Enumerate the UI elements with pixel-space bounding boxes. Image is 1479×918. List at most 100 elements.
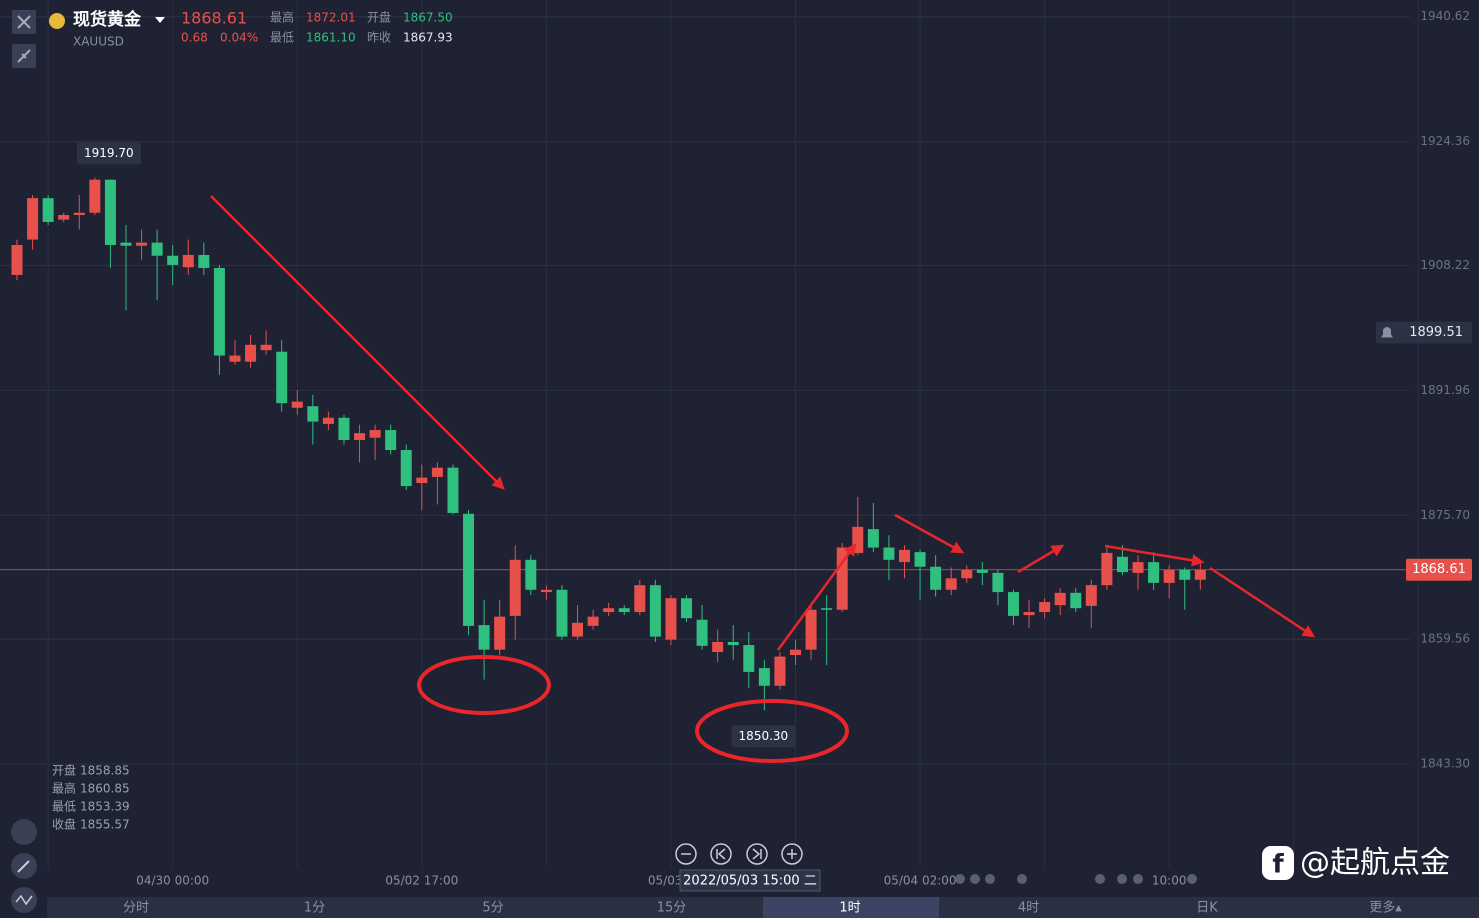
candle-body [1194, 569, 1206, 580]
zoom-in[interactable] [781, 843, 803, 865]
tool-button[interactable] [11, 819, 37, 845]
x-tick-label: 05/04 02:00 [884, 874, 957, 888]
scroll-start[interactable] [710, 843, 732, 865]
candle-body [494, 616, 506, 650]
arrow [1017, 544, 1065, 574]
zoom-out[interactable] [675, 843, 697, 865]
candle-body [198, 254, 210, 269]
candle-body [276, 351, 288, 404]
candle-body [1039, 602, 1051, 613]
stat-label: 最高 [270, 10, 294, 25]
candle-body [120, 242, 132, 246]
tab[interactable]: 1时 [839, 901, 860, 916]
stat-value: 1867.93 [403, 31, 453, 45]
candle-body [774, 656, 786, 686]
active-tab [763, 897, 939, 918]
tab[interactable]: 15分 [657, 901, 687, 916]
candle-body [665, 598, 677, 640]
tab[interactable]: 分时 [123, 901, 149, 916]
change: 0.68 [181, 31, 208, 45]
tab[interactable]: 5分 [482, 901, 503, 916]
symbol-code: XAUUSD [73, 35, 124, 49]
candle-body [961, 569, 973, 579]
stat-value: 1872.01 [306, 11, 356, 25]
candle-body [572, 622, 584, 637]
candle-body [431, 467, 443, 477]
x-tick-label: 05/02 17:00 [385, 874, 458, 888]
info-label: 收盘 [52, 817, 76, 832]
tab[interactable]: 1分 [304, 901, 325, 916]
pen-icon [17, 860, 30, 873]
stat-label: 昨收 [367, 31, 391, 45]
candle-body [354, 433, 366, 441]
dot [955, 874, 965, 884]
dot [1117, 874, 1127, 884]
candle-body [727, 641, 739, 646]
candle-body [525, 559, 537, 590]
tabs: 分时 1分 5分 15分 1时 4时 日K 更多▴ [123, 897, 1402, 918]
candle-body [136, 242, 148, 246]
crosshair-tag [679, 869, 821, 892]
left-tools [11, 819, 37, 913]
tab[interactable]: 4时 [1018, 901, 1039, 916]
indicator-icon [15, 894, 33, 906]
annotations [210, 195, 1316, 763]
icon [716, 848, 726, 860]
candle-body [338, 417, 350, 441]
candle-body [291, 401, 303, 408]
candle-body [556, 589, 568, 637]
circle-mark [417, 655, 551, 715]
low-tag [731, 725, 796, 748]
tab[interactable]: 更多▴ [1369, 900, 1402, 916]
candle-body [1132, 562, 1144, 573]
candle-body [416, 477, 428, 484]
candle-body [1101, 552, 1113, 586]
y-tick-label: 1843.30 [1420, 757, 1470, 771]
info-label: 最高 [52, 781, 76, 796]
high-tag [76, 142, 141, 165]
scroll-end[interactable] [746, 843, 768, 865]
candle-body [883, 547, 895, 560]
info-value: 1860.85 [80, 782, 130, 796]
low-tag-label: 1850.30 [739, 729, 789, 743]
candle-body [260, 344, 272, 351]
candle-body [1148, 562, 1160, 583]
candle-body [945, 578, 957, 590]
info-value: 1858.85 [80, 764, 130, 778]
candle-body [852, 526, 864, 553]
circle-mark [695, 699, 849, 763]
tab[interactable]: 日K [1196, 901, 1218, 916]
info-value: 1855.57 [80, 818, 130, 832]
plot-area: 1940.62 1924.36 1908.22 1891.96 1875.70 1859.… [0, 0, 1472, 892]
arrow [776, 542, 857, 651]
candle-body [400, 450, 412, 487]
candle-body [758, 668, 770, 686]
candle-body [369, 430, 381, 438]
crosshair-label: 2022/05/03 15:00 二 [683, 874, 817, 889]
dot [1095, 874, 1105, 884]
candle-body [27, 198, 39, 240]
candle-body [1085, 585, 1097, 606]
candle-body [603, 608, 615, 613]
candle-body [42, 198, 54, 222]
watermark: f @起航点金 [1262, 846, 1450, 881]
candle-body [914, 552, 926, 567]
dot [970, 874, 980, 884]
coin-icon [49, 13, 65, 29]
candle-body [167, 255, 179, 265]
info-label: 开盘 [52, 763, 76, 778]
info-label: 最低 [52, 800, 76, 814]
price-tag [1406, 558, 1472, 581]
dot [1017, 874, 1027, 884]
close-icon [17, 15, 31, 29]
candle-body [11, 244, 23, 275]
candle-body [73, 212, 85, 216]
header: 现货黄金 XAUUSD 1868.61 0.68 0.04% 最高 1872.0… [12, 9, 453, 68]
y-tick-label: 1924.36 [1420, 134, 1470, 148]
dropdown-icon[interactable] [155, 17, 165, 23]
arrow [210, 195, 505, 490]
dot [1133, 874, 1143, 884]
symbol-title[interactable]: 现货黄金 [73, 9, 142, 30]
stat-label: 开盘 [367, 10, 391, 25]
